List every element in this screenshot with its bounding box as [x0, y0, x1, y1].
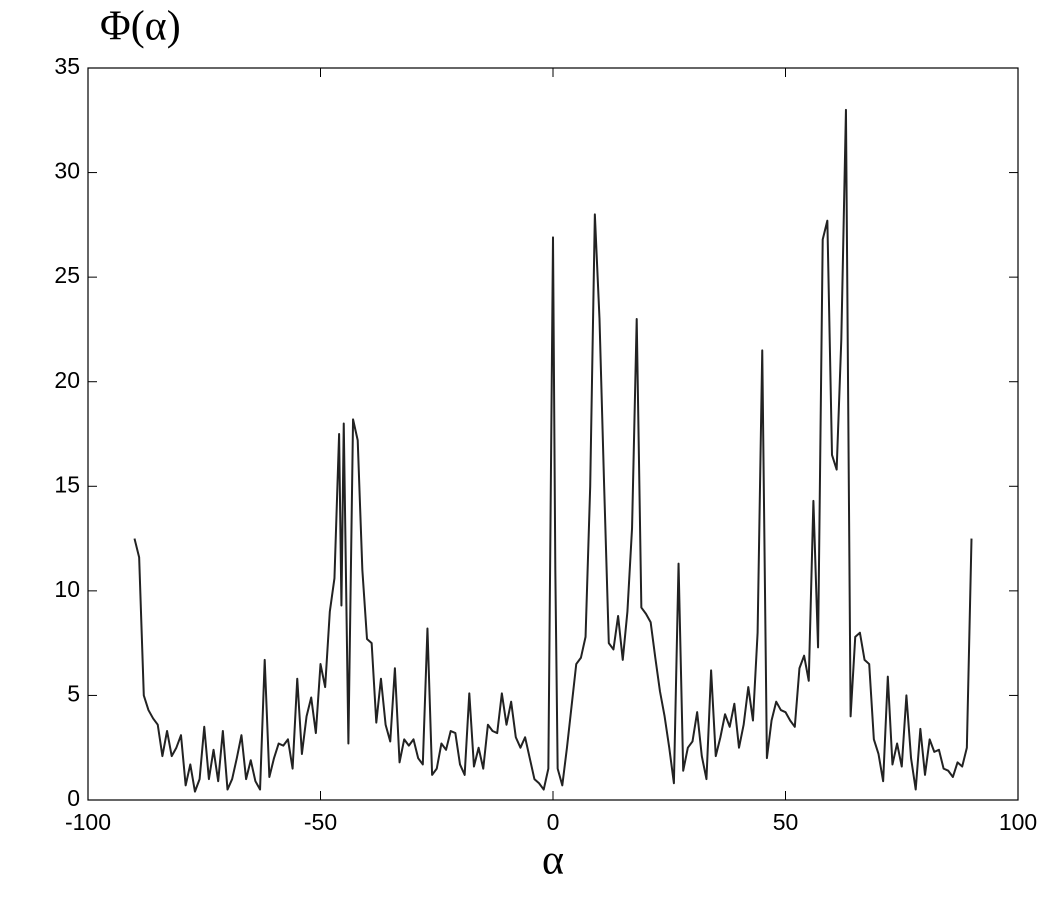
- y-tick-label: 15: [54, 471, 80, 497]
- x-tick-label: 0: [547, 809, 560, 835]
- x-tick-label: -50: [304, 809, 337, 835]
- y-tick-label: 25: [54, 262, 80, 288]
- x-tick-label: -100: [65, 809, 111, 835]
- y-tick-label: 10: [54, 576, 80, 602]
- y-tick-label: 20: [54, 367, 80, 393]
- x-tick-label: 100: [999, 809, 1037, 835]
- plot-frame: [87, 67, 1019, 801]
- x-axis-title: α: [542, 838, 564, 884]
- y-tick-label: 5: [67, 681, 80, 707]
- y-tick-label: 35: [54, 53, 80, 79]
- y-tick-label: 0: [67, 785, 80, 811]
- x-tick-label: 50: [773, 809, 799, 835]
- data-line: [133, 108, 973, 793]
- y-axis-title: Φ(α): [100, 4, 181, 50]
- y-tick-label: 30: [54, 158, 80, 184]
